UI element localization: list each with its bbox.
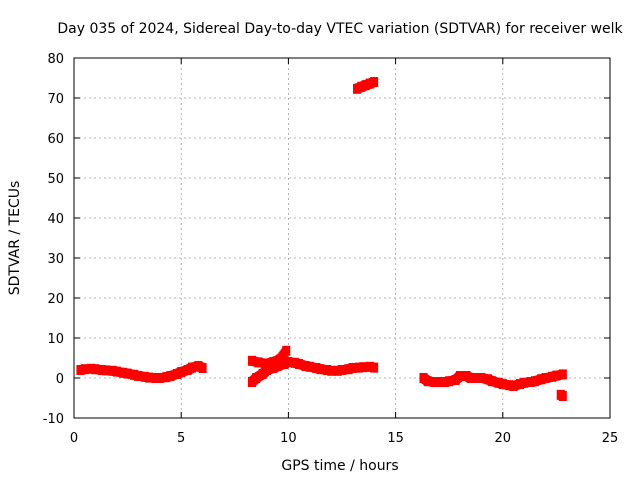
data-series <box>76 361 207 383</box>
y-tick-label: 40 <box>47 212 64 227</box>
plot-frame <box>73 57 611 419</box>
y-tick-label: -10 <box>43 412 64 427</box>
data-point <box>198 363 207 373</box>
x-tick-label: 5 <box>177 431 185 446</box>
data-series <box>353 77 379 94</box>
data-point <box>282 345 291 356</box>
axis-ticks: 0 5 10 15 20 25 -10 0 10 20 30 40 50 60 70 80 <box>43 52 619 446</box>
x-tick-label: 0 <box>70 431 78 446</box>
data-series <box>247 345 291 369</box>
data-series <box>247 357 379 387</box>
y-tick-label: 10 <box>47 332 64 347</box>
grid <box>74 58 610 418</box>
y-tick-label: 0 <box>56 372 64 387</box>
data-point <box>370 362 379 373</box>
y-tick-label: 60 <box>47 132 64 147</box>
y-tick-label: 20 <box>47 292 64 307</box>
x-axis-label: GPS time / hours <box>281 458 398 474</box>
y-tick-label: 30 <box>47 252 64 267</box>
data-point <box>558 369 567 380</box>
x-tick-label: 15 <box>387 431 404 446</box>
y-axis-label: SDTVAR / TECUs <box>7 181 23 296</box>
y-tick-label: 80 <box>47 52 64 67</box>
data-points <box>76 77 567 401</box>
data-point <box>370 77 379 87</box>
data-point <box>558 391 567 401</box>
y-tick-label: 50 <box>47 172 64 187</box>
x-tick-label: 20 <box>495 431 512 446</box>
x-tick-label: 25 <box>602 431 619 446</box>
x-tick-label: 10 <box>280 431 297 446</box>
data-series <box>419 369 567 391</box>
y-tick-label: 70 <box>47 92 64 107</box>
chart-title: Day 035 of 2024, Sidereal Day-to-day VTE… <box>57 21 623 37</box>
data-series <box>556 389 567 401</box>
